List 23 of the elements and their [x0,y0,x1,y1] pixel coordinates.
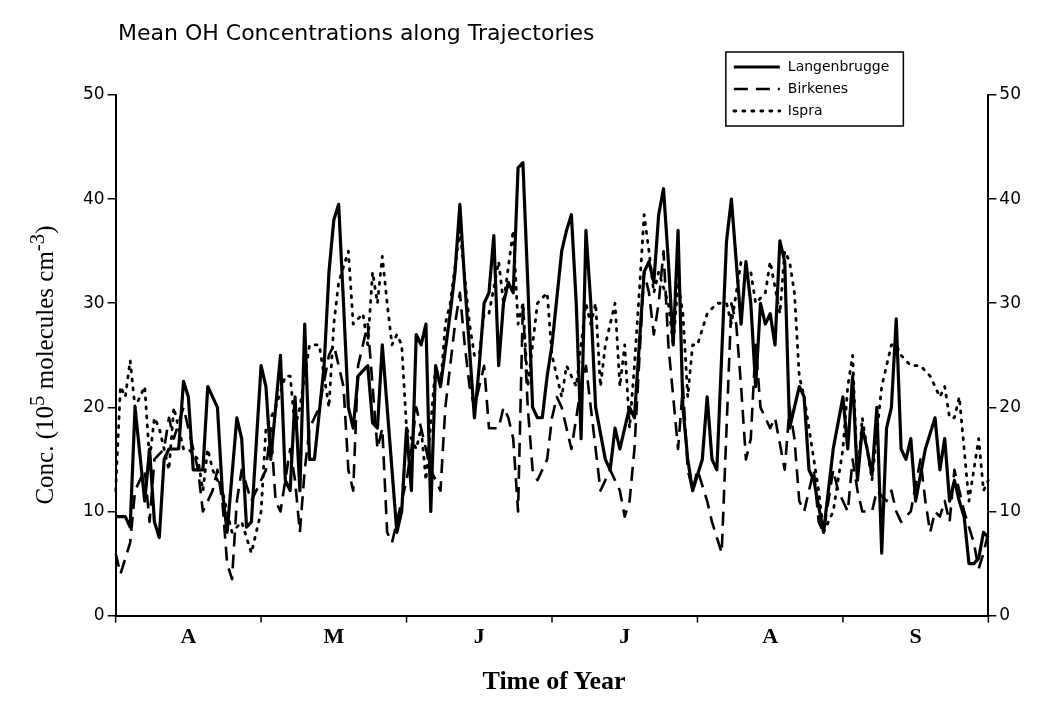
x-axis-title: Time of Year [482,666,626,696]
x-tick-label: J [619,623,631,649]
y2-tick-label: 30 [999,291,1022,312]
x-tick-label: A [762,623,779,649]
legend-label: Langenbrugge [787,57,890,74]
x-tick-label: A [180,623,197,649]
y2-tick-label: 40 [999,187,1022,208]
x-tick-label: J [473,623,485,649]
legend-label: Birkenes [787,79,849,96]
x-tick-label: S [909,623,922,649]
y-tick-label: 20 [82,395,105,416]
y-tick-label: 10 [82,499,105,520]
y2-tick-label: 20 [999,395,1022,416]
y2-tick-label: 0 [999,604,1011,625]
y2-tick-label: 10 [999,499,1022,520]
y-tick-label: 30 [82,291,105,312]
y-tick-label: 40 [82,187,105,208]
y-tick-label: 0 [93,604,105,625]
chart-title: Mean OH Concentrations along Trajectories [118,20,595,45]
y2-tick-label: 50 [999,83,1022,104]
y-tick-label: 50 [82,83,105,104]
legend-label: Ispra [787,101,823,118]
x-tick-label: M [323,623,345,649]
